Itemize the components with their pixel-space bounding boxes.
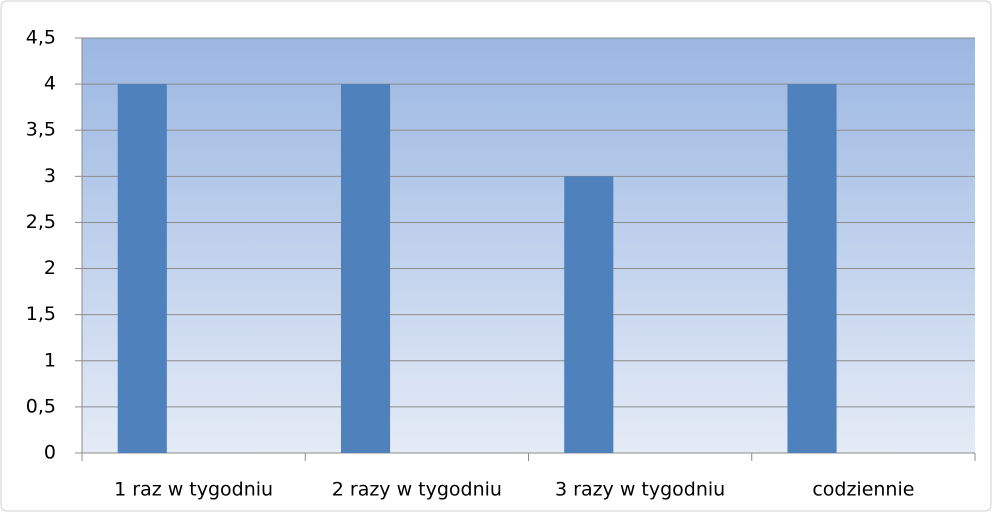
bar bbox=[564, 176, 614, 454]
x-tick-label: 2 razy w tygodniu bbox=[332, 479, 502, 501]
y-tick-label: 1 bbox=[44, 349, 56, 371]
bar bbox=[787, 84, 837, 453]
plot-area bbox=[82, 38, 975, 453]
y-tick-label: 0,5 bbox=[26, 395, 56, 417]
y-tick-label: 3 bbox=[44, 165, 56, 187]
y-tick-label: 1,5 bbox=[26, 303, 56, 325]
y-tick-label: 2,5 bbox=[26, 211, 56, 233]
y-tick-label: 2 bbox=[44, 257, 56, 279]
y-tick-label: 4,5 bbox=[26, 27, 56, 49]
x-tick-label: 1 raz w tygodniu bbox=[114, 479, 273, 501]
x-tick-label: codziennie bbox=[812, 479, 914, 501]
y-tick-label: 4 bbox=[44, 73, 56, 95]
y-tick-label: 3,5 bbox=[26, 119, 56, 141]
y-tick-label: 0 bbox=[44, 442, 56, 464]
bar bbox=[117, 84, 167, 453]
x-tick-label: 3 razy w tygodniu bbox=[555, 479, 725, 501]
bar bbox=[340, 84, 391, 453]
